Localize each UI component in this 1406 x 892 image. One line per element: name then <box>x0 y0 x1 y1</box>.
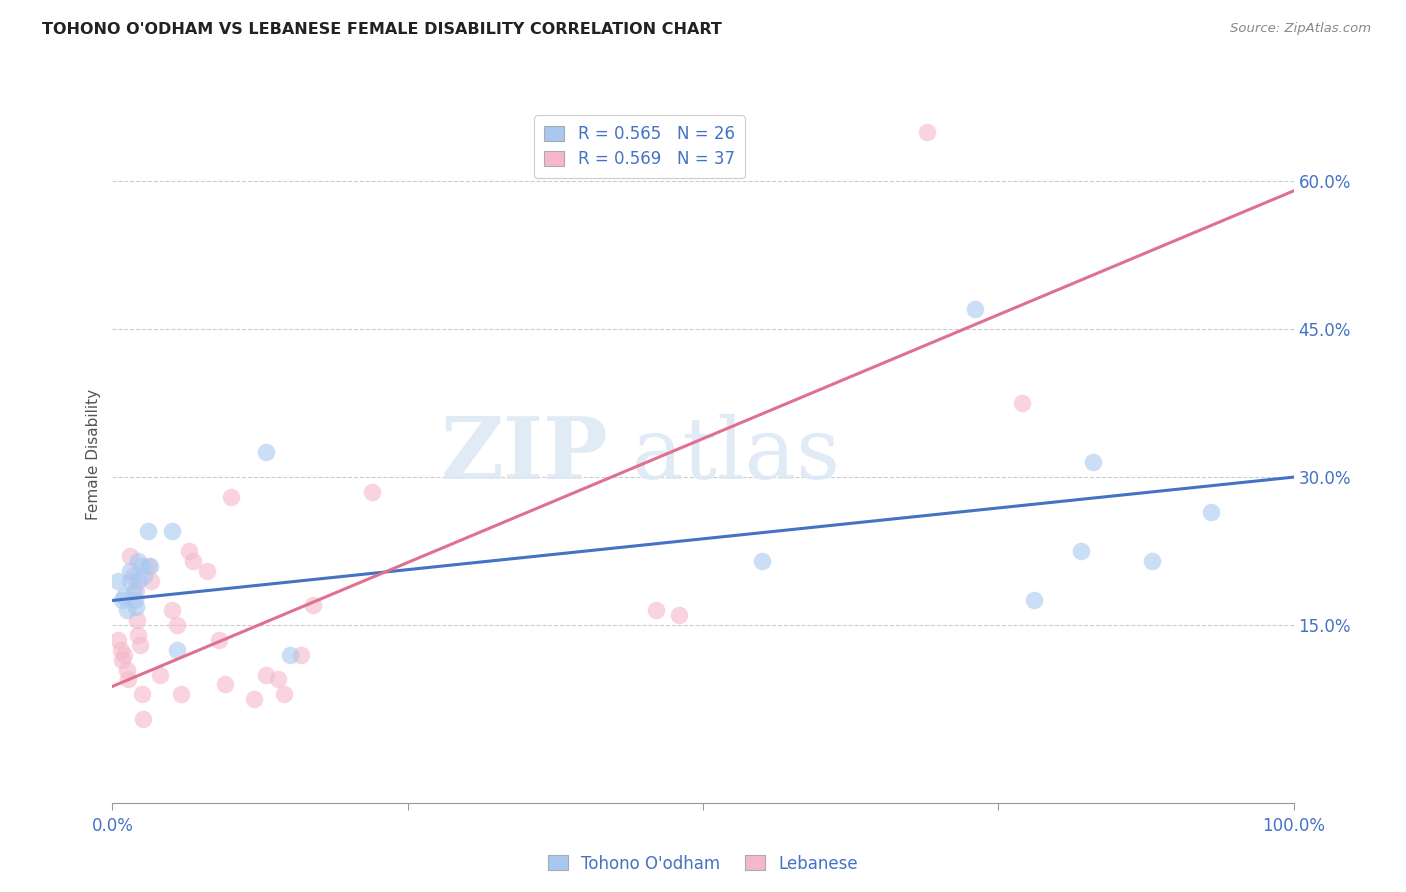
Point <box>149 667 172 681</box>
Point <box>1011 396 1033 410</box>
Point <box>122 583 145 598</box>
Point <box>302 599 325 613</box>
Point <box>668 608 690 623</box>
Legend: R = 0.565   N = 26, R = 0.569   N = 37: R = 0.565 N = 26, R = 0.569 N = 37 <box>534 115 745 178</box>
Point <box>111 653 134 667</box>
Point <box>120 574 142 588</box>
Point <box>127 628 149 642</box>
Point <box>170 687 193 701</box>
Point <box>208 632 231 647</box>
Point <box>107 632 129 647</box>
Point <box>179 544 201 558</box>
Point <box>243 692 266 706</box>
Point <box>219 490 242 504</box>
Point <box>139 558 162 573</box>
Point <box>1081 455 1104 469</box>
Point <box>160 603 183 617</box>
Text: 0.0%: 0.0% <box>91 817 134 835</box>
Point <box>214 677 236 691</box>
Point <box>134 569 156 583</box>
Point <box>1070 544 1092 558</box>
Text: atlas: atlas <box>633 413 841 497</box>
Point <box>1140 554 1163 568</box>
Point <box>195 564 218 578</box>
Text: 100.0%: 100.0% <box>1263 817 1324 835</box>
Point <box>110 643 132 657</box>
Point <box>361 484 384 499</box>
Point <box>160 524 183 539</box>
Text: Source: ZipAtlas.com: Source: ZipAtlas.com <box>1230 22 1371 36</box>
Point <box>107 574 129 588</box>
Point <box>127 554 149 568</box>
Point <box>141 574 163 588</box>
Point <box>181 554 204 568</box>
Point <box>125 583 148 598</box>
Point <box>132 712 155 726</box>
Point <box>751 554 773 568</box>
Point <box>111 593 134 607</box>
Text: TOHONO O'ODHAM VS LEBANESE FEMALE DISABILITY CORRELATION CHART: TOHONO O'ODHAM VS LEBANESE FEMALE DISABI… <box>42 22 723 37</box>
Point <box>120 549 142 563</box>
Point <box>120 564 142 578</box>
Point <box>136 558 159 573</box>
Point <box>125 600 148 615</box>
Point <box>166 643 188 657</box>
Point <box>963 302 986 317</box>
Point <box>115 663 138 677</box>
Y-axis label: Female Disability: Female Disability <box>86 389 101 521</box>
Point <box>290 648 312 662</box>
Point <box>254 445 277 459</box>
Point <box>136 524 159 539</box>
Point <box>112 589 135 603</box>
Point <box>1022 593 1045 607</box>
Point <box>124 593 146 607</box>
Point <box>127 613 149 627</box>
Point <box>115 603 138 617</box>
Point <box>131 687 153 701</box>
Legend: Tohono O'odham, Lebanese: Tohono O'odham, Lebanese <box>541 848 865 880</box>
Point <box>644 603 666 617</box>
Point <box>128 638 150 652</box>
Point <box>917 125 939 139</box>
Point <box>166 618 188 632</box>
Point <box>267 673 290 687</box>
Point <box>1199 505 1222 519</box>
Point <box>127 574 149 588</box>
Point <box>273 687 295 701</box>
Point <box>117 673 139 687</box>
Text: ZIP: ZIP <box>440 413 609 497</box>
Point <box>278 648 301 662</box>
Point <box>121 569 143 583</box>
Point <box>112 648 135 662</box>
Point <box>254 667 277 681</box>
Point <box>131 558 153 573</box>
